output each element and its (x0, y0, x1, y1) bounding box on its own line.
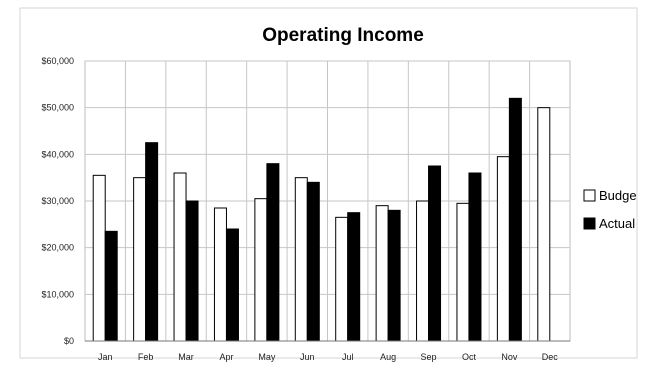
x-tick-label: Mar (178, 352, 194, 362)
x-tick-label: Dec (542, 352, 559, 362)
bar-actual (508, 97, 522, 342)
x-tick-label: Jun (300, 352, 315, 362)
bar-budget (496, 156, 510, 342)
bar-budget (375, 205, 389, 342)
bar-actual (468, 172, 482, 342)
bar-actual (266, 163, 280, 342)
x-tick-label: Feb (138, 352, 154, 362)
y-tick-label: $50,000 (41, 103, 74, 113)
bar-budget (294, 177, 308, 342)
y-tick-label: $30,000 (41, 196, 74, 206)
bar-budget (456, 202, 470, 342)
legend-label: Budge (599, 188, 637, 203)
bar-actual (347, 212, 361, 342)
y-tick-label: $40,000 (41, 149, 74, 159)
bar-budget (416, 200, 430, 342)
bar-actual (387, 209, 401, 342)
bar-actual (185, 200, 199, 342)
bar-budget (133, 177, 147, 342)
legend-swatch (583, 217, 596, 230)
bar-actual (145, 142, 159, 342)
y-tick-label: $60,000 (41, 56, 74, 66)
x-tick-label: Jan (98, 352, 113, 362)
y-tick-label: $0 (64, 336, 74, 346)
x-tick-label: Sep (421, 352, 437, 362)
chart-border (19, 7, 638, 359)
legend-label: Actual (599, 216, 635, 231)
y-tick-label: $10,000 (41, 289, 74, 299)
bar-budget (254, 198, 268, 342)
bar-actual (306, 181, 320, 342)
bar-actual (225, 228, 239, 342)
x-tick-label: Apr (219, 352, 233, 362)
bar-actual (104, 230, 118, 342)
x-tick-label: Jul (342, 352, 354, 362)
chart-title: Operating Income (262, 25, 424, 46)
bar-budget (92, 174, 106, 342)
legend-swatch (583, 189, 596, 202)
x-tick-label: Aug (380, 352, 396, 362)
bar-budget (213, 207, 227, 342)
bar-budget (335, 216, 349, 342)
bar-actual (428, 165, 442, 342)
x-tick-label: May (258, 352, 276, 362)
bar-budget (537, 107, 551, 342)
x-tick-label: Nov (501, 352, 518, 362)
y-tick-label: $20,000 (41, 243, 74, 253)
bar-budget (173, 172, 187, 342)
x-tick-label: Oct (462, 352, 477, 362)
